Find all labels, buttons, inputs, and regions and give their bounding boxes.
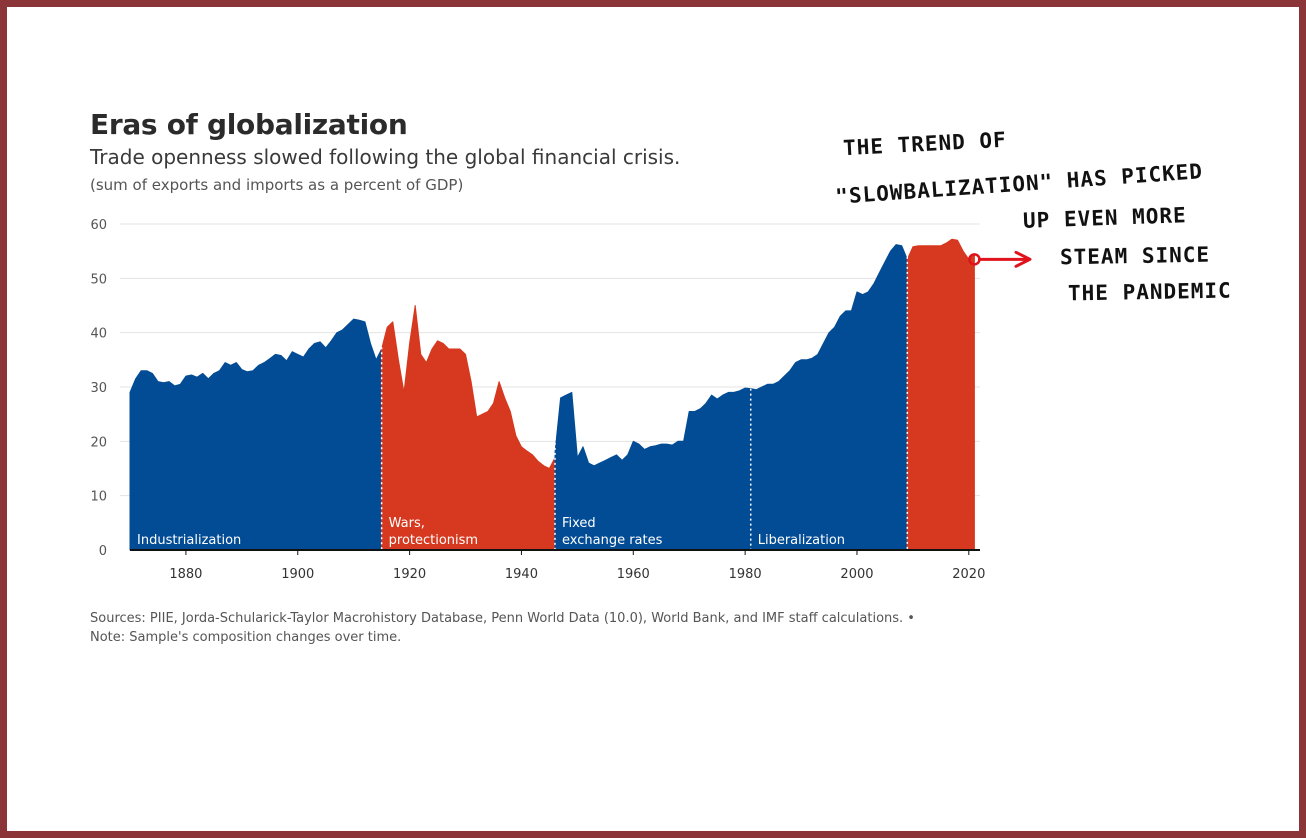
annotation-line: UP EVEN MORE (1022, 203, 1188, 233)
handwritten-annotation: THE TREND OF "SLOWBALIZATION" HAS PICKED… (834, 128, 1255, 322)
x-tick-label: 1880 (169, 567, 202, 582)
era-label: exchange rates (562, 533, 663, 548)
chart-sources: Sources: PIIE, Jorda-Schularick-Taylor M… (90, 609, 915, 647)
annotation-line: THE TREND OF (842, 127, 1008, 161)
y-tick-label: 30 (90, 381, 107, 396)
y-tick-label: 60 (90, 218, 107, 233)
annotation-line: "SLOWBALIZATION" HAS PICKED (834, 159, 1204, 209)
x-tick-label: 1940 (505, 567, 538, 582)
y-tick-label: 50 (90, 272, 107, 287)
era-labels: Industrialization Wars, protectionism Fixed… (137, 516, 845, 548)
era-label: Industrialization (137, 533, 241, 548)
era-area (554, 387, 752, 551)
era-boundaries (380, 246, 909, 550)
x-tick-label: 1900 (281, 567, 314, 582)
x-tick-label: 2000 (840, 567, 873, 582)
y-tick-label: 0 (99, 544, 107, 559)
era-area (381, 305, 556, 551)
sources-text: Sources: PIIE, Jorda-Schularick-Taylor M… (90, 611, 915, 626)
y-tick-label: 40 (90, 327, 107, 342)
chart-subtitle: Trade openness slowed following the glob… (90, 145, 681, 169)
annotation-arrow (968, 250, 1032, 268)
x-tick-label: 1980 (729, 567, 762, 582)
annotation-arrowhead (1014, 250, 1032, 268)
y-tick-label: 10 (90, 490, 107, 505)
x-tick-label: 1920 (393, 567, 426, 582)
axes: 0 10 20 30 40 50 60 1880 1900 1920 1940 1960 1980 200… (90, 218, 985, 582)
era-label: Fixed (562, 516, 596, 531)
era-label: Liberalization (758, 533, 845, 548)
chart-units-note: (sum of exports and imports as a percent… (90, 176, 464, 194)
era-label: protectionism (389, 533, 478, 548)
era-areas (129, 238, 975, 551)
annotation-line: THE PANDEMIC (1067, 278, 1232, 306)
y-tick-label: 20 (90, 435, 107, 450)
chart-title: Eras of globalization (90, 108, 408, 141)
annotation-line: STEAM SINCE (1059, 242, 1211, 270)
sample-note: Note: Sample's composition changes over … (90, 630, 402, 645)
era-area (906, 238, 975, 551)
era-area (750, 244, 908, 551)
x-tick-label: 2020 (952, 567, 985, 582)
x-tick-label: 1960 (617, 567, 650, 582)
era-area (129, 318, 383, 551)
era-label: Wars, (389, 516, 425, 531)
